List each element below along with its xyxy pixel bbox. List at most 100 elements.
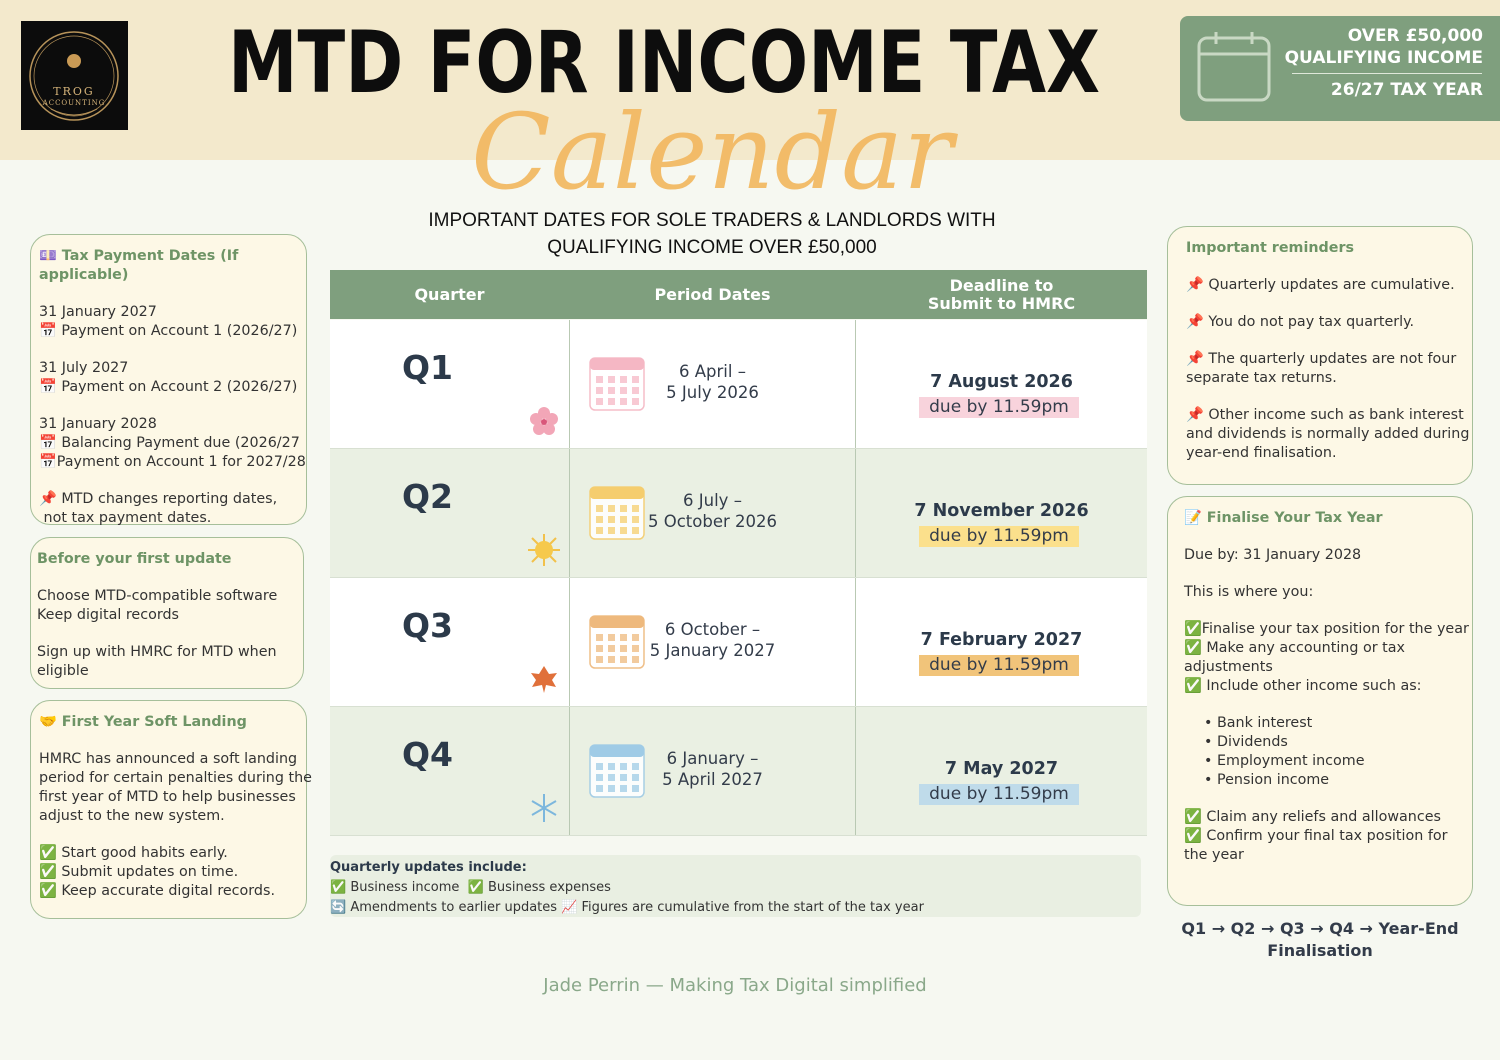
period-line: 6 January –: [666, 749, 759, 768]
col-divider: [569, 320, 570, 448]
calendar-icon: [589, 486, 645, 540]
panel-line: 📌 Quarterly updates are cumulative.: [1186, 277, 1455, 293]
quarter-label: Q3: [401, 606, 453, 645]
period-line: 5 January 2027: [649, 641, 776, 660]
table-header-bg: [330, 270, 1147, 319]
panel-line: 📌 The quarterly updates are not four: [1186, 351, 1457, 367]
panel-line: ✅ Keep accurate digital records.: [39, 883, 275, 899]
period-line: 6 July –: [683, 491, 742, 510]
title-art: MTD FOR INCOME TAX Calendar: [228, 13, 1100, 213]
col-divider: [569, 578, 570, 706]
table-header: Deadline to Submit to HMRC: [927, 275, 1076, 313]
panel-paragraph: • Bank interest • Dividends • Employment i…: [1184, 714, 1464, 790]
panel-line: 31 January 2027: [39, 304, 157, 320]
period-line: 6 April –: [679, 362, 746, 381]
table-header: Period Dates: [654, 284, 771, 304]
panel-line: • Pension income: [1204, 772, 1330, 788]
panel-line: eligible: [37, 663, 89, 679]
deadline-time: due by 11.59pm: [919, 526, 1079, 547]
panel-title: 📝 Finalise Your Tax Year: [1184, 510, 1383, 526]
quarter-label: Q4: [401, 735, 453, 774]
panel-paragraph: 📌 Other income such as bank interest and …: [1186, 406, 1470, 463]
panel-title: 💷 Tax Payment Dates (If applicable): [39, 248, 239, 283]
panel-line: • Employment income: [1204, 753, 1365, 769]
panel-line: year-end finalisation.: [1186, 445, 1337, 461]
panel-paragraph: 31 July 2027 📅 Payment on Account 2 (2026…: [39, 359, 298, 397]
calendar-icon: [589, 744, 645, 798]
panel-title: Before your first update: [37, 551, 232, 567]
panel-line: 📌 MTD changes reporting dates,: [39, 491, 278, 507]
badge-line: QUALIFYING INCOME: [1284, 48, 1483, 68]
updates-line: ✅ Business income ✅ Business expenses: [330, 880, 611, 895]
season-icon: [531, 666, 557, 693]
income-badge: OVER £50,000 QUALIFYING INCOME 26/27 TAX…: [1180, 16, 1500, 121]
panel-line: 31 July 2027: [39, 360, 129, 376]
table-header: Quarter: [414, 284, 485, 304]
panel-line: ✅ Claim any reliefs and allowances: [1184, 809, 1441, 825]
panel-line: the year: [1184, 847, 1244, 863]
col-divider: [855, 578, 856, 706]
panel-paragraph: 📌 The quarterly updates are not four sepa…: [1186, 350, 1464, 388]
panel-paragraph: 31 January 2028 📅 Balancing Payment due (…: [39, 415, 306, 472]
flow-text: Finalisation: [1267, 941, 1373, 960]
col-divider: [855, 449, 856, 577]
panel-paragraph: ✅Finalise your tax position for the year…: [1184, 620, 1469, 696]
calendar-icon: [589, 615, 645, 669]
panel-line: 📅 Payment on Account 2 (2026/27): [39, 379, 298, 395]
deadline-date: 7 August 2026: [930, 372, 1073, 392]
footer: Jade Perrin — Making Tax Digital simplif…: [543, 975, 927, 996]
badge-divider: [1292, 73, 1482, 74]
info-panel: Before your first update Choose MTD-compa…: [30, 537, 304, 689]
updates-line: 🔄 Amendments to earlier updates 📈 Figure…: [330, 900, 924, 915]
panel-line: 📅Payment on Account 1 for 2027/28: [39, 454, 306, 470]
table-row: [330, 707, 1147, 836]
panel-line: ✅ Start good habits early.: [39, 845, 228, 861]
panel-line: ✅ Include other income such as:: [1184, 678, 1422, 694]
panel-line: 31 January 2028: [39, 416, 157, 432]
panel-line: Choose MTD-compatible software: [37, 588, 278, 604]
table-row: [330, 449, 1147, 578]
panel-paragraph: ✅ Start good habits early. ✅ Submit updat…: [39, 844, 298, 901]
panel-line: and dividends is normally added during: [1186, 426, 1470, 442]
table-row: [330, 578, 1147, 707]
period-line: 5 October 2026: [647, 512, 777, 531]
panel-line: HMRC has announced a soft landing: [39, 751, 298, 767]
flow-text: Q1 → Q2 → Q3 → Q4 → Year-End: [1181, 919, 1459, 938]
panel-paragraph: Due by: 31 January 2028: [1184, 546, 1464, 565]
updates-title: Quarterly updates include:: [330, 860, 527, 875]
deadline-time: due by 11.59pm: [919, 784, 1079, 805]
quarter-label: Q1: [401, 348, 453, 387]
subtitle-line: IMPORTANT DATES FOR SOLE TRADERS & LANDL…: [428, 210, 996, 231]
panel-line: • Bank interest: [1204, 715, 1313, 731]
info-panel: 📝 Finalise Your Tax Year Due by: 31 Janua…: [1167, 496, 1473, 906]
period-line: 5 July 2026: [666, 383, 759, 402]
col-divider: [855, 320, 856, 448]
panel-title: 🤝 First Year Soft Landing: [39, 714, 247, 730]
panel-paragraph: Choose MTD-compatible software Keep digit…: [37, 587, 295, 625]
panel-line: ✅ Submit updates on time.: [39, 864, 239, 880]
panel-paragraph: HMRC has announced a soft landing period …: [39, 750, 312, 826]
logo-art: TROG ACCOUNTING: [29, 31, 119, 121]
period-line: 6 October –: [664, 620, 761, 639]
subtitle-line: QUALIFYING INCOME OVER £50,000: [547, 237, 877, 258]
quarter-label: Q2: [401, 477, 453, 516]
col-divider: [569, 449, 570, 577]
season-icon: [531, 794, 557, 822]
logo-tagline: ACCOUNTING: [42, 99, 106, 107]
main-title: MTD FOR INCOME TAX: [228, 13, 1100, 113]
panel-line: ✅ Confirm your final tax position for: [1184, 828, 1448, 844]
panel-paragraph: 📌 You do not pay tax quarterly.: [1186, 313, 1464, 332]
logo: TROG ACCOUNTING: [21, 21, 128, 130]
script-title: Calendar: [471, 91, 958, 213]
panel-line: 📌 You do not pay tax quarterly.: [1186, 314, 1415, 330]
deadline-time: due by 11.59pm: [919, 397, 1079, 418]
panel-line: 📅 Balancing Payment due (2026/27: [39, 435, 300, 451]
calendar-icon: [589, 357, 645, 411]
deadline-date: 7 November 2026: [914, 501, 1089, 521]
updates-box: Quarterly updates include: ✅ Business inc…: [330, 855, 1141, 917]
panel-line: ✅ Make any accounting or tax: [1184, 640, 1405, 656]
panel-line: adjust to the new system.: [39, 808, 225, 824]
panel-line: 📌 Other income such as bank interest: [1186, 407, 1464, 423]
info-panel: 🤝 First Year Soft Landing HMRC has announ…: [30, 700, 312, 919]
